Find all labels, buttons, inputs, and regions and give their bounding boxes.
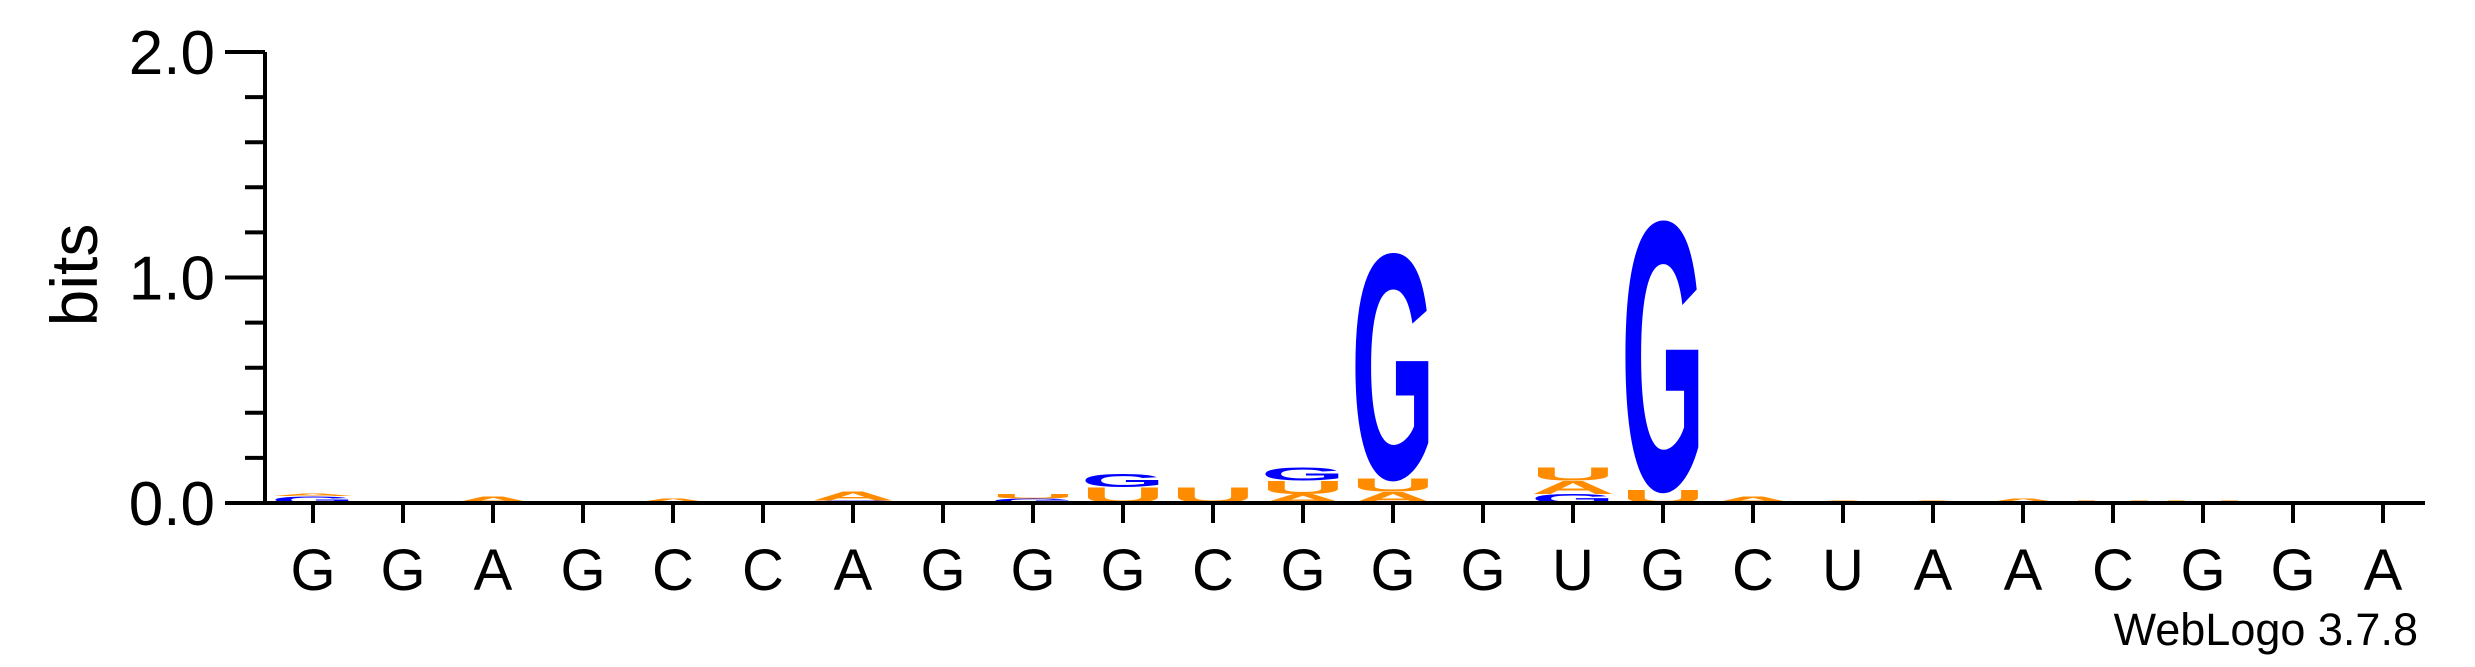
y-axis-label: bits <box>37 224 111 327</box>
x-tick-label: A <box>2004 538 2043 603</box>
x-tick-label: C <box>1192 538 1234 603</box>
x-tick-label: G <box>1010 538 1055 603</box>
x-tick-label: U <box>1822 538 1864 603</box>
logo-letter: A <box>631 497 715 504</box>
x-tick-label: C <box>1732 538 1774 603</box>
y-tick-label: 0.0 <box>129 470 215 539</box>
x-tick-label: A <box>1914 538 1953 603</box>
x-tick-label: U <box>1552 538 1594 603</box>
x-tick-label: G <box>1280 538 1325 603</box>
logo-letter: U <box>1261 477 1345 498</box>
weblogo-version-label: WebLogo 3.7.8 <box>2114 604 2418 655</box>
y-tick-label: 2.0 <box>129 19 215 88</box>
x-tick-label: A <box>2364 538 2403 603</box>
x-tick-label: G <box>1370 538 1415 603</box>
x-tick-label: G <box>380 538 425 603</box>
letter-stacks: GAAACAGUUGUAUGAUGGAUUGAAAAUU <box>271 141 2245 571</box>
logo-letter: A <box>1981 497 2065 504</box>
logo-letter: G <box>991 497 1075 504</box>
logo-letter: U <box>991 493 1075 500</box>
logo-letter: A <box>451 495 535 505</box>
x-tick-label: G <box>920 538 965 603</box>
logo-letter: U <box>1351 475 1435 496</box>
x-tick-label: G <box>1100 538 1145 603</box>
y-axis: 0.0 1.0 2.0 <box>129 19 267 539</box>
logo-letter: G <box>1081 470 1165 491</box>
x-tick-label: G <box>290 538 335 603</box>
logo-letter: G <box>1351 186 1435 547</box>
logo-letter: A <box>271 493 355 496</box>
logo-letter: A <box>811 489 895 503</box>
x-tick-label: G <box>1640 538 1685 603</box>
x-tick-label: G <box>560 538 605 603</box>
logo-letter: U <box>1531 464 1615 485</box>
x-tick-label: G <box>1460 538 1505 603</box>
x-tick-label: G <box>2270 538 2315 603</box>
x-tick-label: A <box>474 538 513 603</box>
x-tick-label: A <box>834 538 873 603</box>
logo-letter: G <box>1621 141 1705 571</box>
logo-letter: G <box>271 495 355 505</box>
x-tick-label: C <box>742 538 784 603</box>
x-tick-label: G <box>2180 538 2225 603</box>
x-tick-label: C <box>652 538 694 603</box>
logo-letter: A <box>1531 477 1615 498</box>
logo-letter: A <box>1711 495 1795 505</box>
logo-letter: G <box>1261 464 1345 485</box>
y-tick-label: 1.0 <box>129 245 215 314</box>
x-tick-label: C <box>2092 538 2134 603</box>
